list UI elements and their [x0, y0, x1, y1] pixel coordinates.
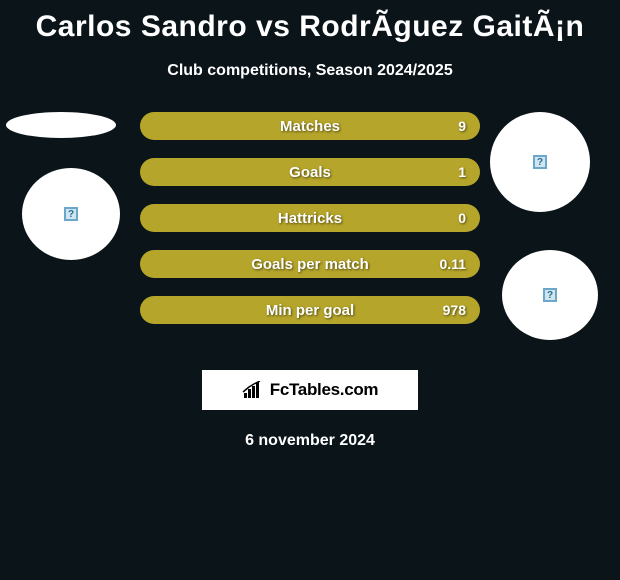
date-text: 6 november 2024	[0, 432, 620, 450]
stat-bars: Matches 9 Goals 1 Hattricks 0 Goals per …	[140, 112, 480, 342]
player-left-avatar	[22, 168, 120, 260]
watermark-text: FcTables.com	[270, 380, 379, 400]
stat-value: 0.11	[440, 256, 466, 272]
comparison-panel: Matches 9 Goals 1 Hattricks 0 Goals per …	[0, 112, 620, 362]
missing-image-icon	[64, 207, 78, 221]
player-left-ellipse	[6, 112, 116, 138]
stat-label: Matches	[280, 118, 340, 135]
stat-bar: Matches 9	[140, 112, 480, 140]
stat-value: 978	[443, 302, 466, 318]
stat-label: Goals per match	[251, 256, 369, 273]
page-title: Carlos Sandro vs RodrÃ­guez GaitÃ¡n	[0, 0, 620, 44]
player-right-avatar-2	[502, 250, 598, 340]
stat-label: Hattricks	[278, 210, 342, 227]
subtitle: Club competitions, Season 2024/2025	[0, 62, 620, 80]
stat-bar: Min per goal 978	[140, 296, 480, 324]
stat-value: 1	[458, 164, 466, 180]
chart-icon	[242, 381, 264, 399]
missing-image-icon	[533, 155, 547, 169]
stat-label: Goals	[289, 164, 331, 181]
stat-bar: Goals per match 0.11	[140, 250, 480, 278]
stat-label: Min per goal	[266, 302, 354, 319]
stat-bar: Goals 1	[140, 158, 480, 186]
player-right-avatar-1	[490, 112, 590, 212]
stat-value: 0	[458, 210, 466, 226]
watermark: FcTables.com	[202, 370, 418, 410]
stat-bar: Hattricks 0	[140, 204, 480, 232]
stat-value: 9	[458, 118, 466, 134]
missing-image-icon	[543, 288, 557, 302]
